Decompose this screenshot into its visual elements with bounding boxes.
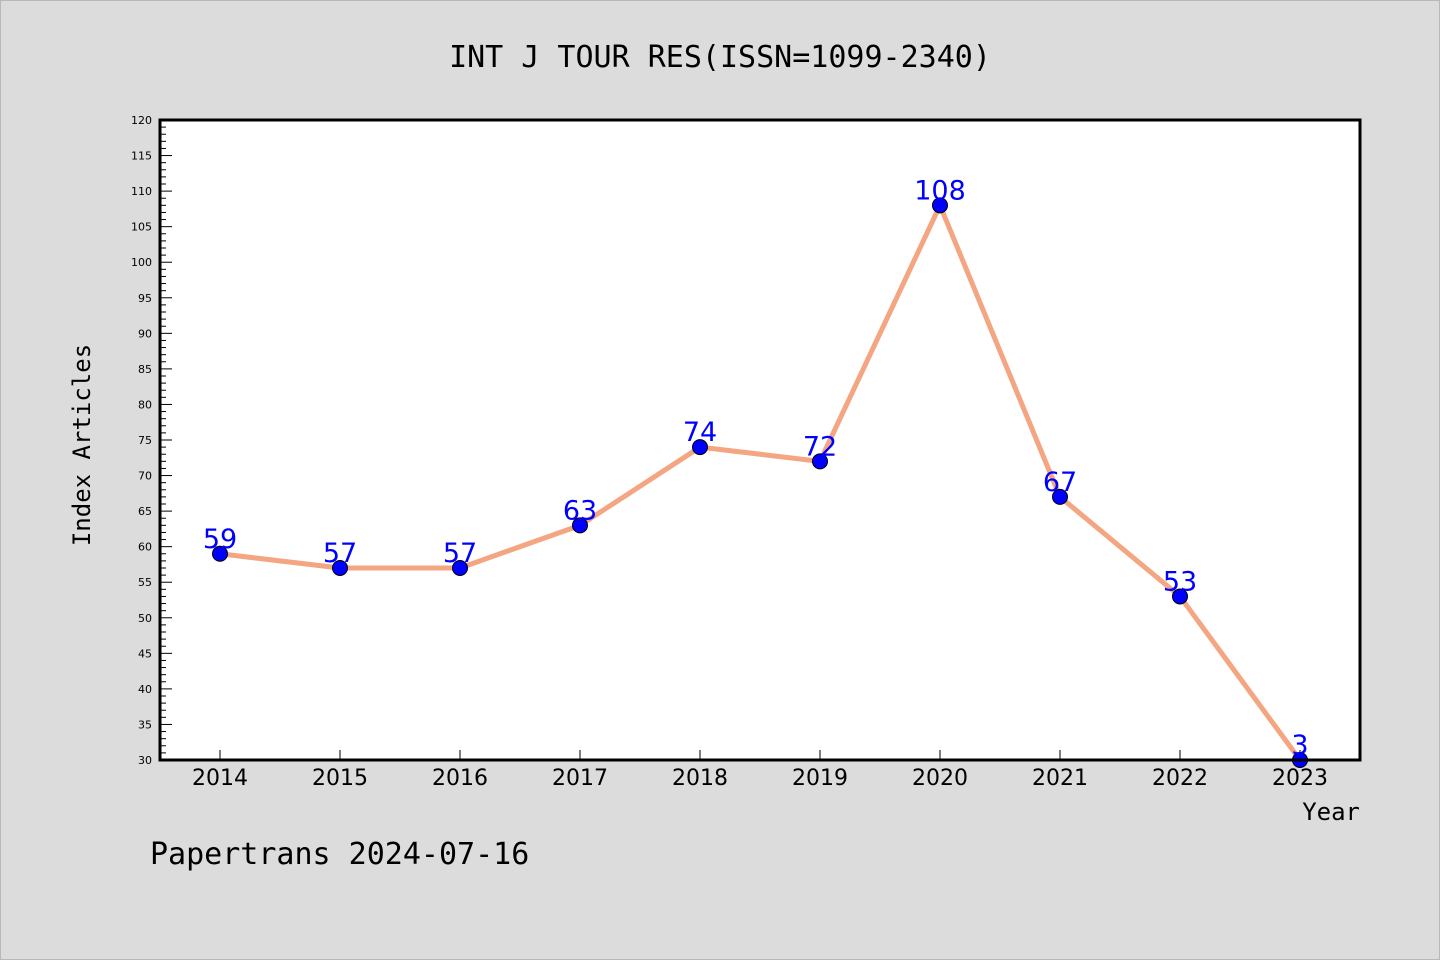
data-point	[212, 545, 228, 562]
y-tick-label: 110	[131, 185, 152, 198]
data-label: 57	[443, 538, 477, 569]
x-tick-label: 2022	[1152, 766, 1208, 791]
data-label: 74	[683, 417, 717, 448]
plot-frame	[158, 118, 1362, 762]
y-tick-label: 115	[131, 150, 152, 163]
data-label: 72	[803, 431, 837, 462]
y-tick-label: 80	[138, 398, 152, 411]
y-axis-label: Index Articles	[68, 344, 96, 546]
data-point	[572, 517, 588, 534]
x-tick-label: 2023	[1272, 766, 1328, 791]
data-label: 3	[1291, 730, 1308, 761]
data-point	[452, 560, 468, 576]
data-point	[932, 197, 948, 214]
y-tick-label: 55	[138, 576, 152, 589]
y-tick-label: 50	[138, 612, 152, 625]
data-label: 67	[1043, 467, 1077, 498]
data-label: 57	[323, 538, 357, 569]
y-tick-label: 60	[138, 541, 152, 554]
data-point	[1172, 588, 1188, 605]
y-tick-label: 120	[131, 114, 152, 127]
y-tick-label: 35	[138, 718, 152, 731]
y-tick-label: 95	[138, 292, 152, 305]
x-tick-label: 2015	[312, 766, 368, 791]
data-label: 59	[203, 524, 237, 555]
y-tick-label: 70	[138, 470, 152, 483]
data-label: 108	[914, 175, 966, 206]
y-tick-label: 30	[138, 754, 152, 767]
y-tick-label: 100	[131, 256, 152, 269]
data-point	[812, 453, 828, 470]
series-layer: 59 57 57 63 74 72 108 67 53 3	[203, 175, 1309, 768]
y-tick-label: 75	[138, 434, 152, 447]
y-tick-label: 85	[138, 363, 152, 376]
series-line	[219, 202, 1303, 762]
plot-area	[160, 120, 1360, 760]
data-label: 63	[563, 495, 597, 526]
x-tick-label: 2016	[432, 766, 488, 791]
data-point	[332, 560, 348, 576]
x-tick-label: 2020	[912, 766, 968, 791]
x-tick-label: 2014	[192, 766, 248, 791]
footer-text: Papertrans 2024-07-16	[150, 837, 529, 872]
x-tick-label: 2018	[672, 766, 728, 791]
y-tick-label: 45	[138, 647, 152, 660]
y-tick-label: 40	[138, 683, 152, 696]
x-axis-label: Year	[1302, 798, 1360, 826]
y-axis: 30 35 40 45 50 55 60 65 70 75 80 85 90 95 100 105 110 115…	[131, 114, 172, 767]
data-point	[692, 439, 708, 456]
x-tick-label: 2021	[1032, 766, 1088, 791]
y-tick-label: 105	[131, 221, 152, 234]
data-label: 53	[1163, 566, 1197, 597]
data-point	[1052, 488, 1068, 505]
chart-title: INT J TOUR RES(ISSN=1099-2340)	[449, 40, 991, 75]
y-tick-label: 65	[138, 505, 152, 518]
x-axis: 2014 2015 2016 2017 2018 2019 2020 2021 2022 2023	[192, 750, 1328, 791]
y-tick-label: 90	[138, 327, 152, 340]
x-tick-label: 2019	[792, 766, 848, 791]
x-tick-label: 2017	[552, 766, 608, 791]
